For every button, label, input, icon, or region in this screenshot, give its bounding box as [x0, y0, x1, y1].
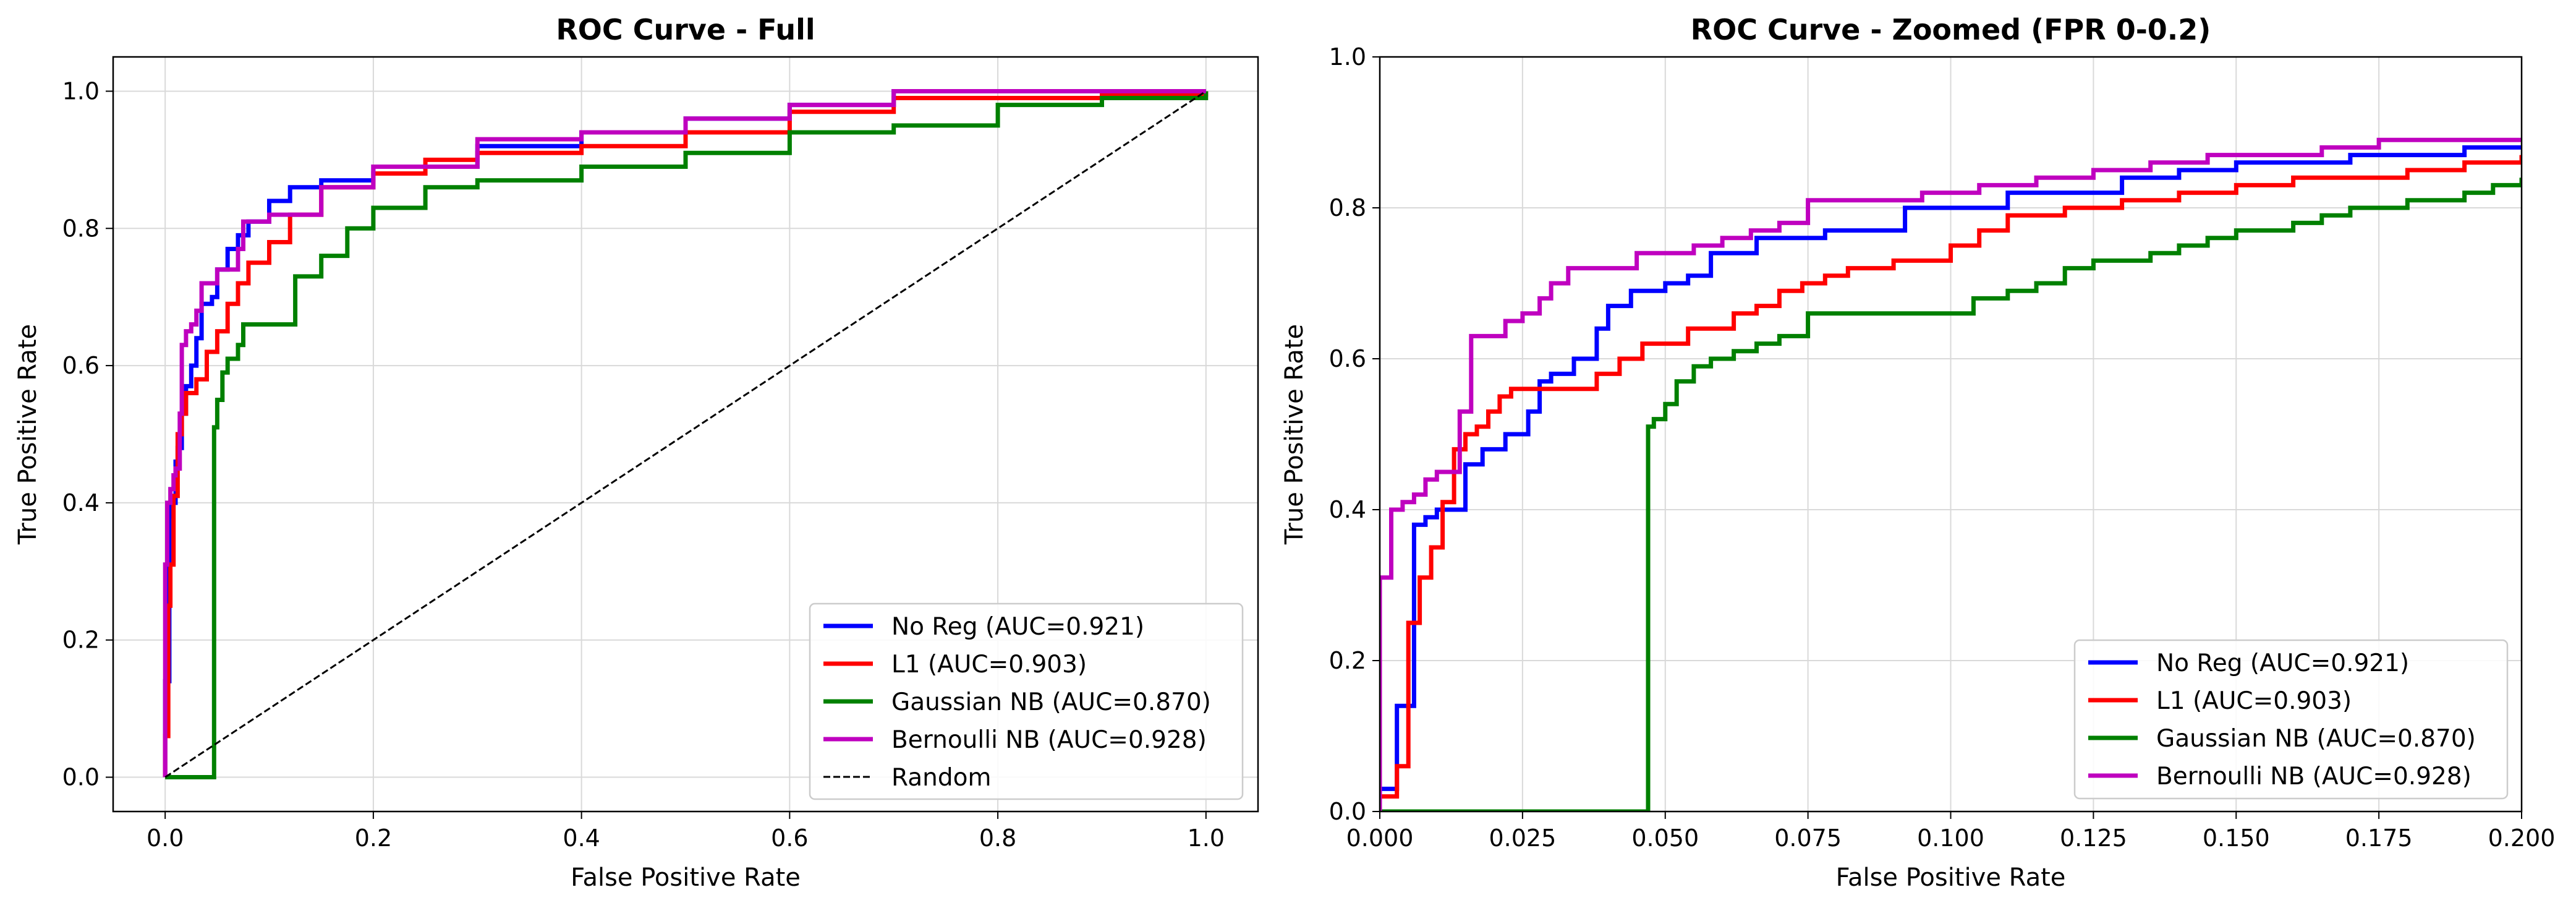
y-tick-label: 0.8 [1329, 194, 1366, 221]
y-tick-label: 0.2 [1329, 647, 1366, 674]
y-tick-label: 0.6 [62, 352, 100, 379]
x-tick-label: 0.6 [771, 824, 808, 852]
x-tick-label: 0.000 [1346, 824, 1414, 852]
legend-label: Bernoulli NB (AUC=0.928) [2156, 763, 2472, 790]
legend-label: No Reg (AUC=0.921) [2156, 649, 2409, 677]
legend-label: Gaussian NB (AUC=0.870) [891, 688, 1211, 716]
y-tick-label: 0.0 [62, 764, 100, 791]
legend: No Reg (AUC=0.921) L1 (AUC=0.903) Gaussian… [2073, 639, 2509, 800]
x-axis-label: False Positive Rate [1836, 863, 2066, 892]
legend-box [2073, 639, 2509, 800]
x-axis-label: False Positive Rate [571, 863, 801, 892]
y-tick-label: 0.8 [62, 215, 100, 242]
legend-box [809, 602, 1244, 800]
x-tick-label: 0.0 [147, 824, 184, 852]
series-line-4 [164, 90, 1207, 778]
legend-label: Random [891, 764, 991, 792]
y-tick-label: 0.2 [62, 627, 100, 654]
y-tick-label: 1.0 [1329, 43, 1366, 71]
y-axis-label: True Positive Rate [14, 324, 42, 545]
legend-label: No Reg (AUC=0.921) [891, 613, 1144, 641]
roc-zoomed-panel: 0.000 0.025 0.050 0.075 0.100 0.125 0.150 0.175… [1280, 13, 2555, 892]
legend-label: L1 (AUC=0.903) [891, 651, 1087, 679]
x-tick-label: 0.050 [1631, 824, 1699, 852]
legend-label: L1 (AUC=0.903) [2156, 687, 2352, 715]
x-tick-label: 0.175 [2345, 824, 2413, 852]
roc-full-panel: 0.0 0.2 0.4 0.6 0.8 1.0 0.0 0.2 0.4 0.6 0.8 1.0 ROC … [14, 13, 1259, 892]
y-tick-label: 0.6 [1329, 345, 1366, 372]
series-line-1 [1380, 155, 2522, 812]
x-tick-label: 0.4 [563, 824, 600, 852]
series-line-0 [1380, 145, 2522, 812]
y-tick-label: 1.0 [62, 77, 100, 105]
x-tick-label: 0.075 [1774, 824, 1842, 852]
x-tick-label: 0.2 [355, 824, 392, 852]
plot-frame [1379, 56, 2523, 813]
plot-frame [112, 56, 1259, 813]
x-tick-label: 0.150 [2203, 824, 2270, 852]
chart-title: ROC Curve - Zoomed (FPR 0-0.2) [1691, 13, 2211, 46]
y-tick-label: 0.4 [1329, 496, 1366, 523]
series-line-2 [1380, 178, 2522, 812]
x-tick-label: 0.125 [2060, 824, 2127, 852]
legend-label: Gaussian NB (AUC=0.870) [2156, 725, 2476, 753]
legend-label: Bernoulli NB (AUC=0.928) [891, 726, 1207, 754]
series-line-3 [163, 89, 1206, 777]
x-tick-label: 0.200 [2488, 824, 2556, 852]
series-line-2 [165, 91, 1209, 779]
x-tick-label: 1.0 [1188, 824, 1225, 852]
chart-title: ROC Curve - Full [556, 13, 815, 46]
y-tick-label: 0.4 [62, 489, 100, 516]
x-tick-label: 0.100 [1917, 824, 1984, 852]
legend: No Reg (AUC=0.921) L1 (AUC=0.903) Gaussian… [809, 602, 1244, 800]
y-axis-label: True Positive Rate [1280, 324, 1309, 545]
x-tick-label: 0.025 [1489, 824, 1556, 852]
x-tick-label: 0.8 [979, 824, 1016, 852]
y-tick-label: 0.0 [1329, 798, 1366, 825]
series-line-3 [1380, 137, 2522, 812]
